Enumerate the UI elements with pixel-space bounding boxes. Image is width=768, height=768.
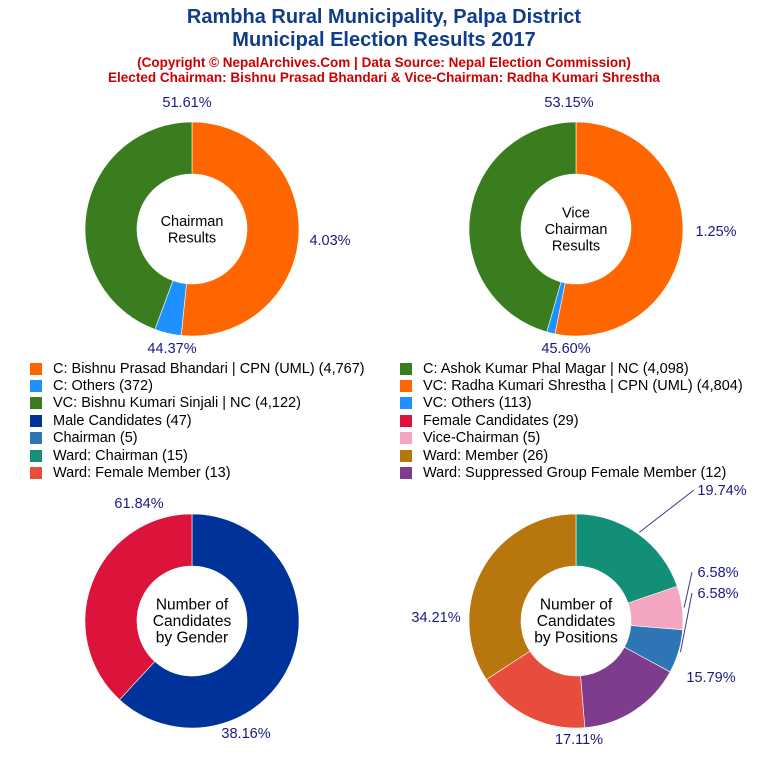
- legend-label: Female Candidates (29): [423, 412, 579, 429]
- legend-label: VC: Radha Kumari Shrestha | CPN (UML) (4…: [423, 377, 743, 394]
- donut-hole: [137, 566, 247, 676]
- legend-item: Vice-Chairman (5): [400, 430, 540, 447]
- legend-label: VC: Bishnu Kumari Sinjali | NC (4,122): [53, 395, 301, 412]
- donut-center-label: Chairman: [545, 222, 608, 238]
- legend-label: Ward: Suppressed Group Female Member (12…: [423, 464, 727, 481]
- legend-swatch: [30, 414, 42, 427]
- legend-label: Ward: Chairman (15): [53, 447, 188, 464]
- slice-percent-label: 44.37%: [147, 341, 196, 357]
- legend-label: VC: Others (113): [423, 395, 532, 412]
- legend-item: C: Ashok Kumar Phal Magar | NC (4,098): [400, 360, 689, 377]
- donut-center-label: by Positions: [534, 630, 618, 647]
- legend-swatch: [30, 432, 42, 445]
- slice-percent-label: 45.60%: [541, 341, 590, 357]
- legend-swatch: [400, 362, 412, 375]
- legend-label: C: Others (372): [53, 377, 153, 394]
- chart-title-line-2: Municipal Election Results 2017: [232, 29, 536, 51]
- label-leader-line: [683, 571, 693, 608]
- slice-percent-label: 6.58%: [697, 565, 738, 581]
- slice-percent-label: 1.25%: [695, 224, 736, 240]
- slice-percent-label: 53.15%: [544, 95, 593, 111]
- legend-label: Ward: Female Member (13): [53, 464, 231, 481]
- donut-center-label: Chairman: [161, 214, 224, 230]
- donut-slice: [554, 121, 684, 337]
- slice-percent-label: 17.11%: [555, 732, 603, 748]
- legend-item: Ward: Female Member (13): [30, 464, 231, 481]
- label-leader-line: [639, 489, 695, 533]
- legend-swatch: [30, 466, 42, 479]
- legend-item: Ward: Chairman (15): [30, 447, 188, 464]
- donut-hole: [137, 174, 247, 284]
- label-leader-line: [679, 592, 693, 653]
- legend-swatch: [30, 379, 42, 392]
- chart-subtitle-source: (Copyright © NepalArchives.Com | Data So…: [137, 55, 631, 70]
- donut-slice: [84, 121, 193, 330]
- donut-center-label: by Gender: [156, 630, 228, 647]
- donut-center-label: Candidates: [153, 613, 232, 630]
- chart-subtitle-elected: Elected Chairman: Bishnu Prasad Bhandari…: [108, 70, 660, 85]
- legend-swatch: [400, 397, 412, 410]
- legend-item: VC: Others (113): [400, 395, 532, 412]
- legend-item: Chairman (5): [30, 430, 138, 447]
- slice-percent-label: 19.74%: [697, 483, 746, 499]
- legend-swatch: [400, 379, 412, 392]
- slice-percent-label: 4.03%: [309, 233, 350, 249]
- slice-percent-label: 6.58%: [697, 586, 738, 602]
- donut-center-label: Results: [168, 230, 216, 246]
- legend-item: Ward: Member (26): [400, 447, 548, 464]
- legend-label: Chairman (5): [53, 430, 138, 447]
- legend-label: C: Ashok Kumar Phal Magar | NC (4,098): [423, 360, 689, 377]
- donut-center-label: Number of: [540, 597, 613, 614]
- slice-percent-label: 15.79%: [686, 670, 735, 686]
- legend-swatch: [400, 466, 412, 479]
- chart-legend: C: Bishnu Prasad Bhandari | CPN (UML) (4…: [0, 360, 768, 485]
- legend-item: C: Others (372): [30, 377, 153, 394]
- donut-hole: [521, 566, 631, 676]
- legend-item: Ward: Suppressed Group Female Member (12…: [400, 464, 726, 481]
- donut-center-label: Candidates: [537, 613, 616, 630]
- slice-percent-label: 34.21%: [411, 610, 460, 626]
- legend-label: Vice-Chairman (5): [423, 430, 541, 447]
- slice-percent-label: 61.84%: [114, 496, 163, 512]
- legend-swatch: [400, 449, 412, 462]
- donut-center-label: Number of: [156, 597, 229, 614]
- legend-swatch: [400, 432, 412, 445]
- chart-title-line-1: Rambha Rural Municipality, Palpa Distric…: [186, 6, 582, 28]
- slice-percent-label: 51.61%: [162, 95, 211, 111]
- donut-center-label: Vice: [562, 206, 590, 222]
- legend-label: C: Bishnu Prasad Bhandari | CPN (UML) (4…: [53, 360, 365, 377]
- legend-item: VC: Bishnu Kumari Sinjali | NC (4,122): [30, 395, 301, 412]
- donut-center-label: Results: [552, 239, 600, 255]
- legend-item: VC: Radha Kumari Shrestha | CPN (UML) (4…: [400, 377, 743, 394]
- legend-swatch: [400, 414, 412, 427]
- legend-item: Male Candidates (47): [30, 412, 192, 429]
- donut-hole: [521, 174, 631, 284]
- legend-swatch: [30, 449, 42, 462]
- legend-label: Ward: Member (26): [423, 447, 549, 464]
- donut-slice: [119, 513, 300, 729]
- legend-label: Male Candidates (47): [53, 412, 192, 429]
- legend-swatch: [30, 362, 42, 375]
- slice-percent-label: 38.16%: [221, 726, 270, 742]
- legend-item: C: Bishnu Prasad Bhandari | CPN (UML) (4…: [30, 360, 365, 377]
- donut-chart: 19.74% 6.58% 6.58% 15.79% 17.11% 34.21% Number…: [411, 483, 746, 748]
- legend-swatch: [30, 397, 42, 410]
- legend-item: Female Candidates (29): [400, 412, 579, 429]
